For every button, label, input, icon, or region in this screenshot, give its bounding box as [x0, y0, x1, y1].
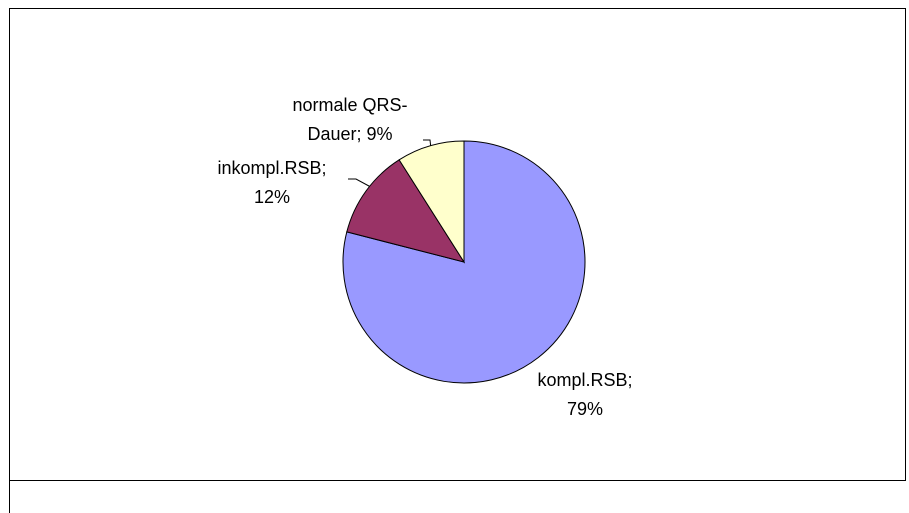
category-label: normale QRS-Dauer;: [292, 95, 408, 144]
value-label: 79%: [566, 399, 604, 419]
value-label: 9%: [366, 124, 393, 144]
pie-slice: [398, 140, 465, 264]
category-label: inkompl.RSB;: [217, 158, 327, 178]
chart-frame: [9, 8, 906, 481]
data-label: inkompl.RSB; 12%: [212, 154, 332, 212]
category-label: kompl.RSB;: [537, 370, 633, 390]
pie: [342, 140, 586, 384]
data-label: kompl.RSB; 79%: [530, 366, 640, 424]
data-label: normale QRS-Dauer; 9%: [290, 91, 410, 149]
pie-slice: [346, 159, 466, 263]
value-label: 12%: [253, 187, 291, 207]
